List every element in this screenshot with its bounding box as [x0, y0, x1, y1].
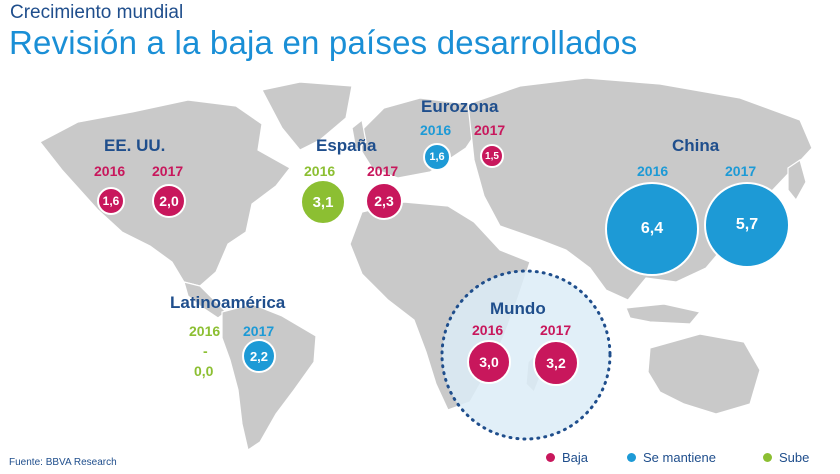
japan-shape [787, 159, 807, 202]
mundo-bubble-2017: 3,2 [533, 340, 579, 386]
legend-dot-se-mantiene [627, 453, 636, 462]
china-year-2016: 2016 [637, 163, 669, 179]
legend-label-baja: Baja [562, 450, 589, 465]
latinoamerica-dash: - [203, 343, 208, 359]
espana-year-2016: 2016 [304, 163, 336, 179]
legend-dot-sube [763, 453, 772, 462]
china-bubble-2017: 5,7 [704, 182, 790, 268]
china-year-2017: 2017 [725, 163, 757, 179]
mundo-year-2016: 2016 [472, 322, 504, 338]
page-subtitle: Crecimiento mundial [10, 2, 184, 23]
world-circle [440, 269, 612, 441]
europe-shape [359, 97, 483, 179]
legend-label-sube: Sube [779, 450, 810, 465]
mundo-year-2017: 2017 [540, 322, 572, 338]
latinoamerica-year-2017: 2017 [243, 323, 275, 339]
page-title: Revisión a la baja en países desarrollad… [9, 24, 638, 61]
region-label-eurozona: Eurozona [421, 97, 499, 116]
south-america-shape [221, 303, 317, 451]
eeuu-year-2017: 2017 [152, 163, 184, 179]
region-label-espana: España [316, 136, 377, 155]
greenland-shape [261, 81, 353, 151]
espana-year-2017: 2017 [367, 163, 399, 179]
legend-item-se-mantiene: Se mantiene [627, 450, 716, 465]
legend-dot-baja [546, 453, 555, 462]
eurozona-year-2016: 2016 [420, 122, 452, 138]
legend-item-sube: Sube [763, 450, 809, 465]
espana-bubble-2017: 2,3 [365, 182, 403, 220]
eurozona-bubble-2016: 1,6 [423, 143, 451, 171]
eeuu-bubble-2017: 2,0 [152, 184, 186, 218]
indonesia-shape [625, 303, 702, 325]
mundo-bubble-2016: 3,0 [467, 340, 511, 384]
eeuu-year-2016: 2016 [94, 163, 126, 179]
legend-item-baja: Baja [546, 450, 588, 465]
china-bubble-2016: 6,4 [605, 182, 699, 276]
espana-bubble-2016: 3,1 [300, 179, 346, 225]
region-label-eeuu: EE. UU. [104, 136, 166, 155]
uk-shape [351, 118, 367, 152]
latinoamerica-value-2016: 0,0 [194, 363, 214, 379]
eurozona-year-2017: 2017 [474, 122, 506, 138]
latinoamerica-year-2016: 2016 [189, 323, 221, 339]
australia-shape [647, 333, 761, 415]
legend-label-se-mantiene: Se mantiene [643, 450, 716, 465]
eeuu-bubble-2016: 1,6 [97, 187, 125, 215]
region-label-mundo: Mundo [490, 299, 546, 318]
region-label-china: China [672, 136, 720, 155]
source-note: Fuente: BBVA Research [9, 457, 117, 468]
region-label-latinoamerica: Latinoamérica [170, 293, 286, 312]
latinoamerica-bubble-2017: 2,2 [242, 339, 276, 373]
eurozona-bubble-2017: 1,5 [480, 144, 504, 168]
